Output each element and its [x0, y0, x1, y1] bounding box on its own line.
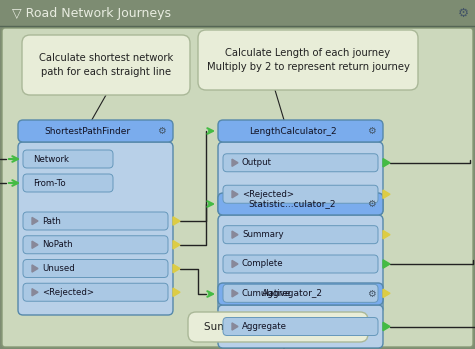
- Polygon shape: [32, 217, 38, 225]
- FancyBboxPatch shape: [23, 212, 168, 230]
- FancyBboxPatch shape: [22, 35, 190, 95]
- FancyBboxPatch shape: [223, 185, 378, 203]
- FancyBboxPatch shape: [2, 28, 473, 347]
- Polygon shape: [32, 241, 38, 248]
- FancyBboxPatch shape: [223, 284, 378, 302]
- Polygon shape: [32, 265, 38, 272]
- Polygon shape: [383, 158, 390, 167]
- FancyBboxPatch shape: [198, 30, 418, 90]
- Polygon shape: [383, 289, 390, 298]
- FancyBboxPatch shape: [0, 0, 475, 26]
- Text: Summary: Summary: [242, 230, 284, 239]
- Text: ⚙: ⚙: [367, 199, 375, 209]
- Polygon shape: [232, 290, 238, 297]
- Text: <Rejected>: <Rejected>: [42, 288, 94, 297]
- FancyBboxPatch shape: [223, 226, 378, 244]
- Polygon shape: [173, 240, 180, 249]
- Text: ⚙: ⚙: [157, 126, 165, 136]
- Polygon shape: [383, 230, 390, 239]
- FancyBboxPatch shape: [18, 120, 173, 142]
- Text: Complete: Complete: [242, 260, 284, 268]
- FancyBboxPatch shape: [218, 215, 383, 313]
- FancyBboxPatch shape: [223, 255, 378, 273]
- Polygon shape: [32, 289, 38, 296]
- Text: Statistic...culator_2: Statistic...culator_2: [249, 200, 336, 208]
- Polygon shape: [173, 264, 180, 273]
- Polygon shape: [383, 322, 390, 331]
- Text: Cumulative: Cumulative: [242, 289, 291, 298]
- Polygon shape: [232, 159, 238, 166]
- Polygon shape: [232, 231, 238, 238]
- FancyBboxPatch shape: [218, 283, 383, 305]
- Polygon shape: [383, 260, 390, 268]
- Text: Calculate Length of each journey
Multiply by 2 to represent return journey: Calculate Length of each journey Multipl…: [207, 47, 409, 72]
- Polygon shape: [383, 190, 390, 199]
- Text: ▽ Road Network Journeys: ▽ Road Network Journeys: [12, 7, 171, 20]
- FancyBboxPatch shape: [218, 305, 383, 348]
- FancyBboxPatch shape: [23, 150, 113, 168]
- Text: Sum journeys for each team: Sum journeys for each team: [204, 322, 352, 332]
- Text: LengthCalculator_2: LengthCalculator_2: [249, 126, 336, 135]
- Text: Network: Network: [33, 155, 69, 163]
- FancyBboxPatch shape: [223, 318, 378, 335]
- Text: From-To: From-To: [33, 178, 66, 187]
- FancyBboxPatch shape: [223, 154, 378, 172]
- Polygon shape: [173, 217, 180, 225]
- Text: Output: Output: [242, 158, 272, 167]
- Text: Aggregate: Aggregate: [242, 322, 287, 331]
- FancyBboxPatch shape: [218, 142, 383, 215]
- Text: <Rejected>: <Rejected>: [242, 190, 294, 199]
- Text: ⚙: ⚙: [367, 126, 375, 136]
- FancyBboxPatch shape: [23, 174, 113, 192]
- FancyBboxPatch shape: [188, 312, 368, 342]
- Text: NoPath: NoPath: [42, 240, 73, 249]
- Text: Unused: Unused: [42, 264, 75, 273]
- Text: ⚙: ⚙: [367, 289, 375, 299]
- Text: ⚙: ⚙: [457, 7, 469, 20]
- Text: Aggregator_2: Aggregator_2: [262, 290, 323, 298]
- Polygon shape: [232, 323, 238, 330]
- FancyBboxPatch shape: [18, 142, 173, 315]
- Polygon shape: [173, 288, 180, 296]
- Polygon shape: [232, 260, 238, 268]
- FancyBboxPatch shape: [23, 283, 168, 301]
- FancyBboxPatch shape: [23, 260, 168, 277]
- FancyBboxPatch shape: [23, 236, 168, 254]
- Polygon shape: [232, 191, 238, 198]
- Text: Calculate shortest network
path for each straight line: Calculate shortest network path for each…: [39, 53, 173, 77]
- FancyBboxPatch shape: [218, 120, 383, 142]
- Text: ShortestPathFinder: ShortestPathFinder: [45, 126, 131, 135]
- FancyBboxPatch shape: [218, 193, 383, 215]
- Text: Path: Path: [42, 216, 61, 225]
